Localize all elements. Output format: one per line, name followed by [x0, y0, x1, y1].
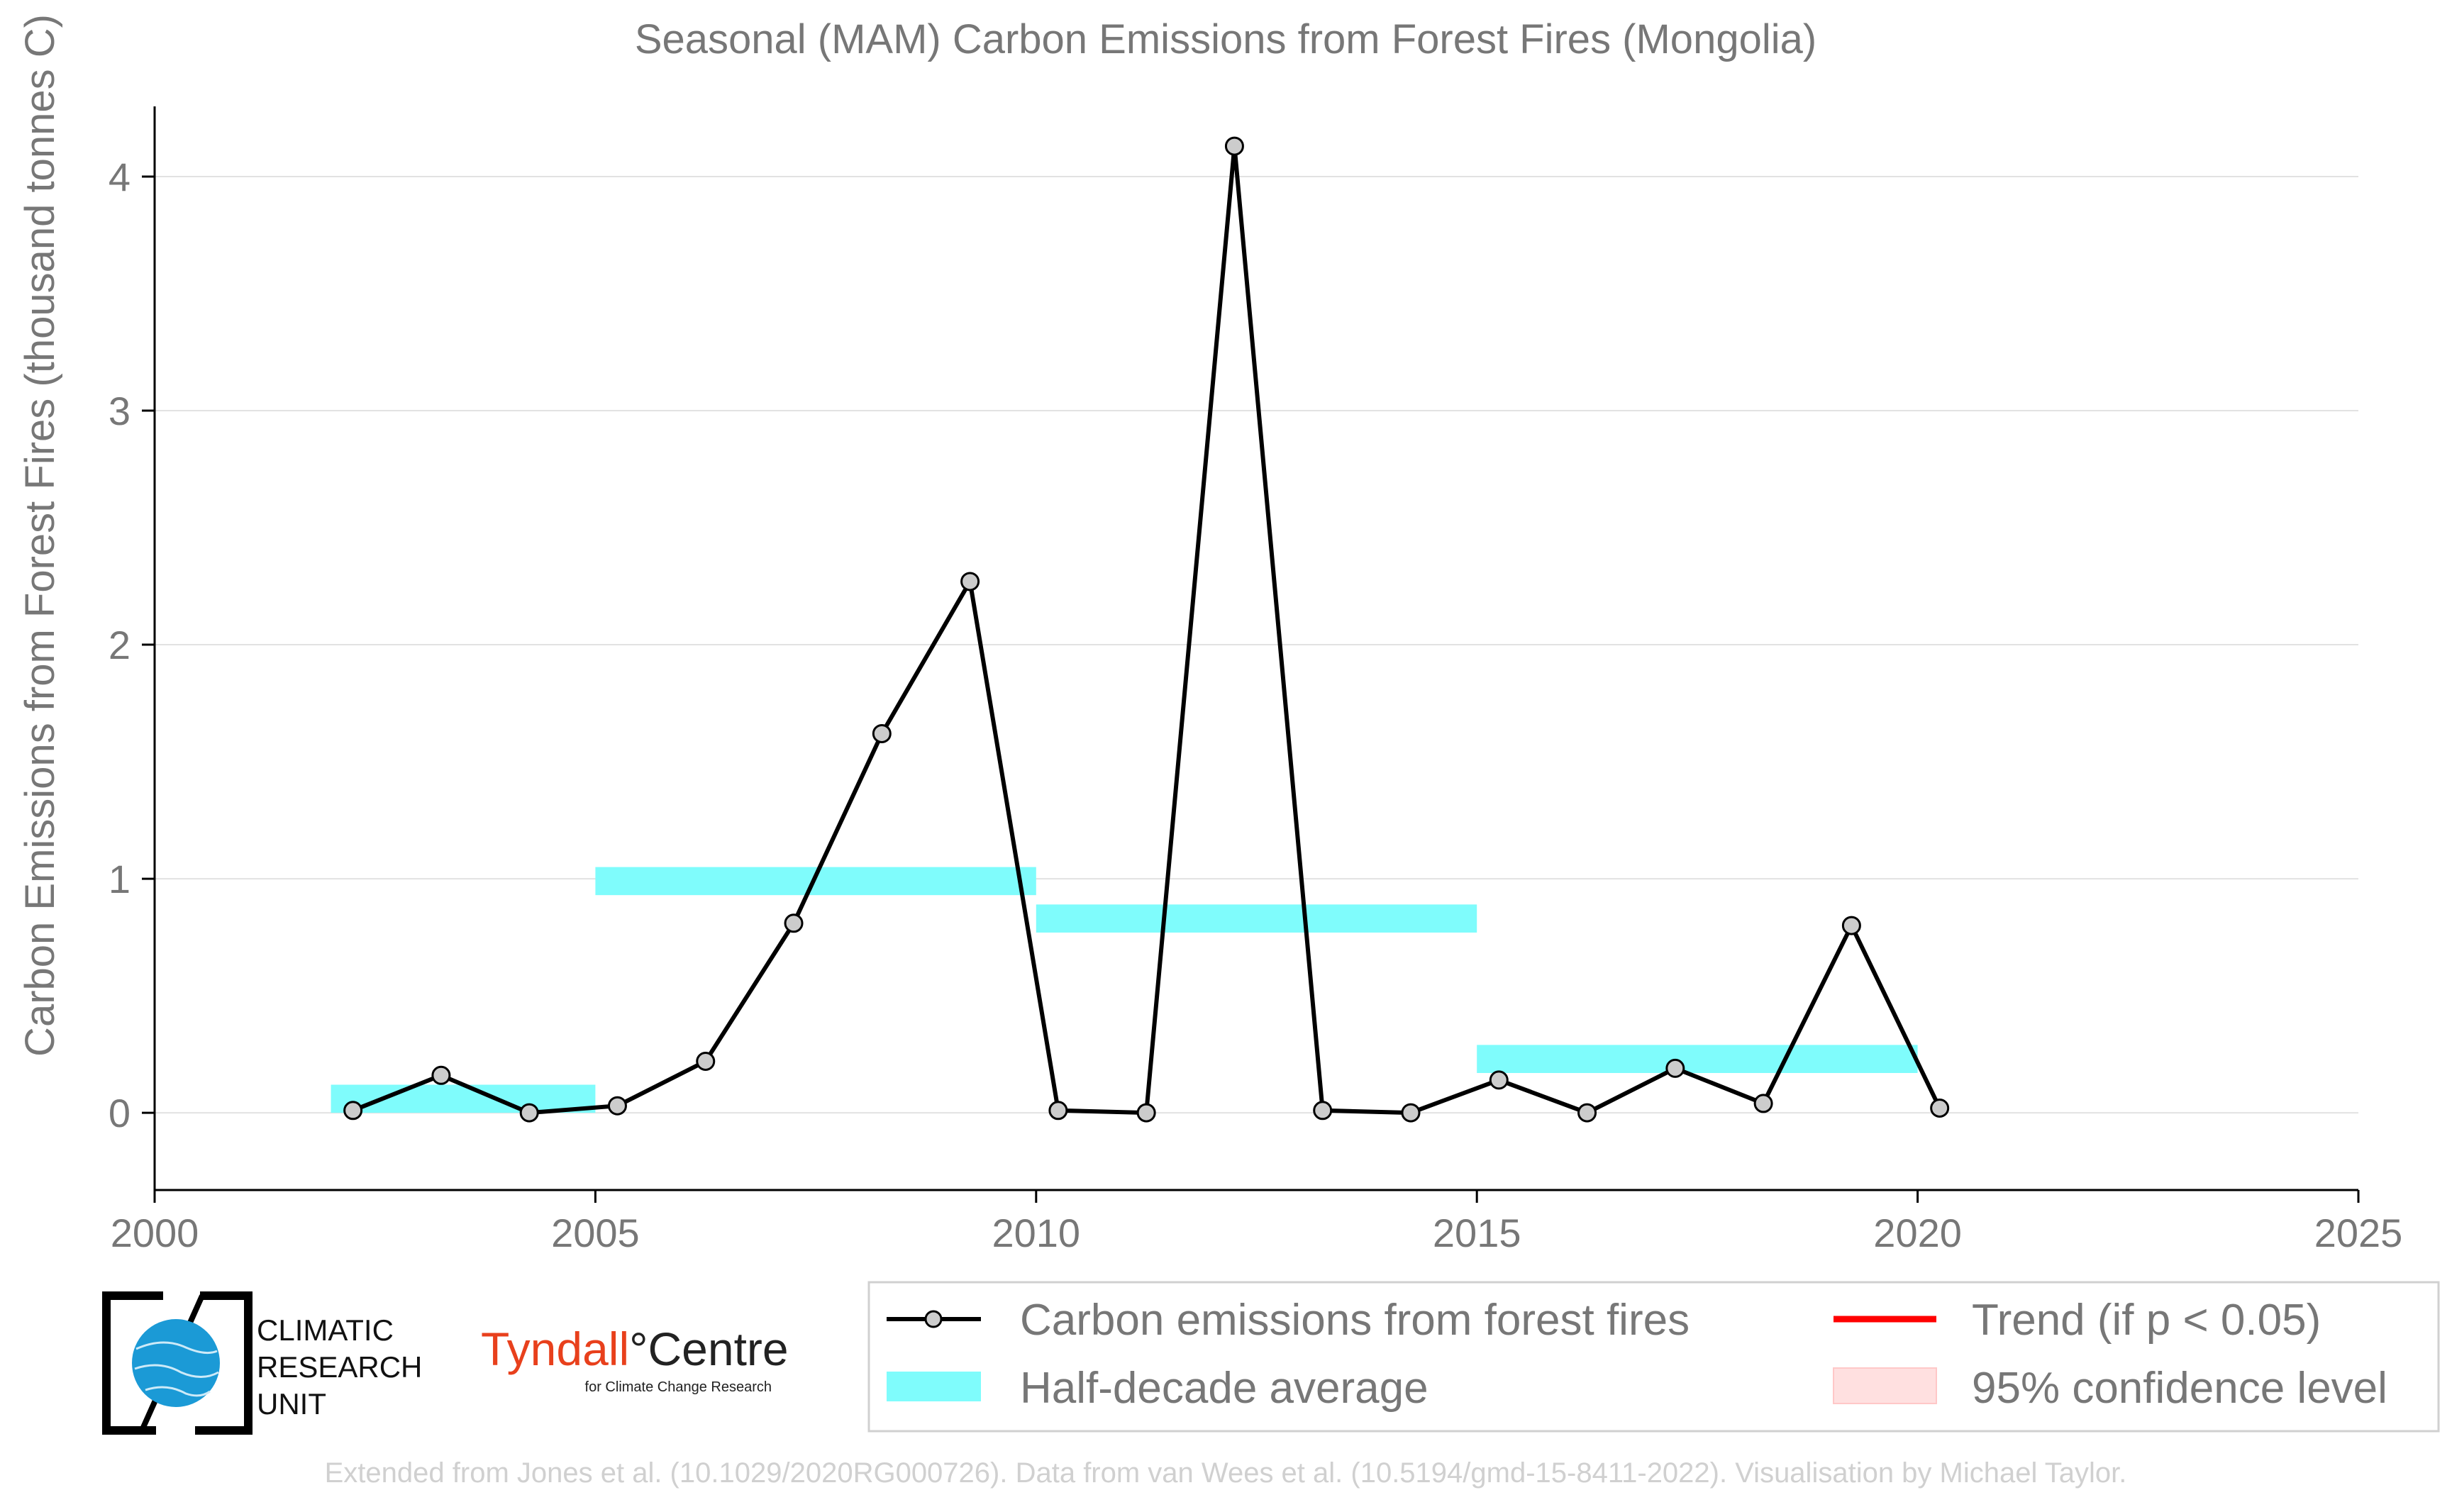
half-decade-bar	[1036, 904, 1477, 933]
data-point	[1665, 1058, 1685, 1078]
globe-swirl-3	[145, 1386, 211, 1397]
y-tick-label: 1	[109, 857, 131, 901]
cru-bracket-right	[195, 1291, 253, 1435]
data-point	[343, 1101, 363, 1121]
cru-bracket-left	[102, 1291, 163, 1435]
data-point	[1841, 916, 1861, 935]
data-point	[431, 1065, 451, 1085]
legend-label-confidence: 95% confidence level	[1972, 1364, 2387, 1413]
globe-swirl-2	[134, 1364, 219, 1378]
grid-lines	[155, 176, 2358, 1114]
legend-label-half-decade: Half-decade average	[1020, 1364, 1429, 1413]
data-point	[1930, 1098, 1950, 1118]
half-decade-bar	[1477, 1045, 1918, 1073]
series-line	[352, 145, 1942, 1116]
x-ticks: 2000 2005 2010 2015 2020 2025	[111, 1190, 2403, 1255]
x-tick-label: 2025	[2314, 1211, 2403, 1255]
cru-line-3: UNIT	[257, 1387, 326, 1421]
tyndall-wordmark: Tyndall°Centre	[481, 1323, 789, 1375]
data-point	[1136, 1103, 1156, 1123]
legend: Carbon emissions from forest fires Trend…	[867, 1281, 2440, 1433]
tyndall-logo: Tyndall°Centre for Climate Change Resear…	[481, 1323, 789, 1395]
series-line-group	[352, 145, 1942, 1116]
tyndall-subtitle: for Climate Change Research	[585, 1379, 772, 1395]
data-point	[607, 1096, 627, 1116]
half-decade-bands	[331, 867, 1918, 1113]
cru-logo: CLIMATIC RESEARCH UNIT	[102, 1291, 422, 1435]
data-point	[1753, 1094, 1773, 1113]
tyndall-centre: °Centre	[629, 1323, 789, 1375]
data-point	[1048, 1101, 1068, 1121]
half-decade-bar	[331, 1084, 596, 1113]
data-point	[519, 1103, 539, 1123]
data-point	[1224, 136, 1244, 156]
x-tick-label: 2015	[1433, 1211, 1521, 1255]
cru-line-1: CLIMATIC	[257, 1313, 394, 1347]
y-ticks: 0 1 2 3 4	[109, 155, 155, 1135]
data-point	[1489, 1070, 1509, 1090]
data-point	[1577, 1103, 1597, 1123]
chart-title: Seasonal (MAM) Carbon Emissions from For…	[635, 16, 1816, 62]
x-tick-label: 2000	[111, 1211, 199, 1255]
cru-line-2: RESEARCH	[257, 1350, 422, 1384]
y-tick-label: 4	[109, 155, 131, 199]
data-point	[784, 913, 804, 933]
legend-swatch-half-decade	[887, 1372, 981, 1401]
data-point	[1401, 1103, 1421, 1123]
legend-marker-emissions	[924, 1310, 943, 1328]
x-tick-label: 2010	[992, 1211, 1081, 1255]
legend-label-emissions: Carbon emissions from forest fires	[1020, 1296, 1690, 1345]
y-tick-label: 3	[109, 389, 131, 433]
data-point	[872, 723, 892, 743]
tyndall-name: Tyndall	[481, 1323, 629, 1375]
data-point	[960, 572, 980, 591]
data-point	[1313, 1101, 1333, 1121]
y-tick-label: 2	[109, 623, 131, 667]
x-tick-label: 2005	[551, 1211, 640, 1255]
y-axis-label: Carbon Emissions from Forest Fires (thou…	[17, 14, 63, 1057]
legend-label-trend: Trend (if p < 0.05)	[1972, 1296, 2321, 1345]
globe-icon	[132, 1319, 220, 1407]
y-tick-label: 0	[109, 1091, 131, 1135]
x-tick-label: 2020	[1873, 1211, 1962, 1255]
credit-text: Extended from Jones et al. (10.1029/2020…	[325, 1457, 2127, 1489]
data-point	[696, 1051, 716, 1071]
axes	[153, 106, 2358, 1191]
legend-box	[867, 1281, 2440, 1433]
globe-swirl-1	[135, 1341, 218, 1355]
data-points	[343, 136, 1950, 1123]
legend-swatch-confidence	[1833, 1367, 1937, 1404]
